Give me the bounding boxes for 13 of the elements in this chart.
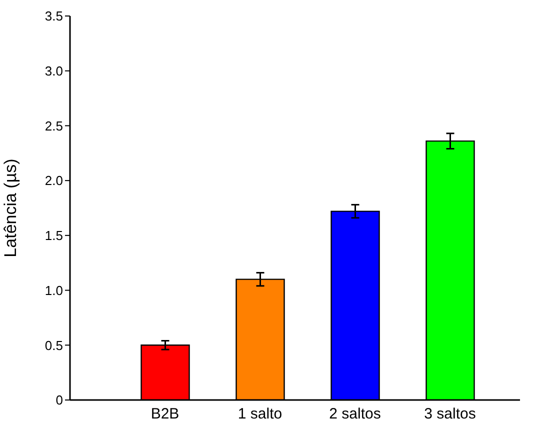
y-tick-label: 0: [56, 392, 63, 408]
x-tick-label: 1 salto: [238, 406, 282, 423]
x-tick-label: 3 saltos: [424, 406, 476, 423]
y-tick-label: 2.0: [44, 173, 63, 188]
y-tick-label: 0.5: [44, 338, 63, 353]
y-tick-label: 3.0: [44, 63, 63, 78]
y-axis-title: Latência (µs): [1, 158, 20, 258]
x-tick-label: B2B: [150, 406, 180, 423]
x-tick-label: 2 saltos: [329, 406, 381, 423]
y-tick-label: 2.5: [44, 118, 63, 134]
y-tick-label: 1.5: [44, 228, 63, 244]
y-tick-label: 1.0: [44, 282, 63, 298]
y-tick-label: 3.5: [44, 8, 63, 24]
